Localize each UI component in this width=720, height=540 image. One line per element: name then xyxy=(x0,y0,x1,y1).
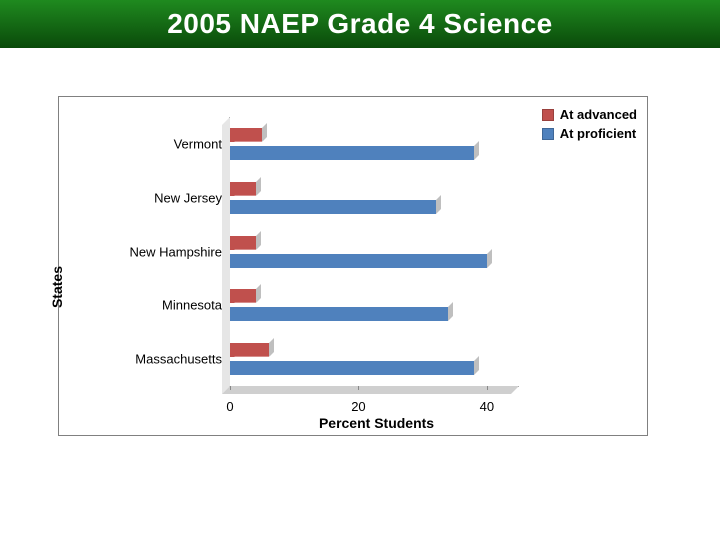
legend-item: At advanced xyxy=(542,107,637,122)
x-tick-label: 20 xyxy=(351,399,365,414)
plot-3d-floor xyxy=(222,386,519,394)
legend-swatch-icon xyxy=(542,128,554,140)
x-tick-mark xyxy=(230,386,231,390)
category-label: Massachusetts xyxy=(135,352,230,367)
bar xyxy=(230,361,474,375)
legend-label: At proficient xyxy=(560,126,637,141)
bar xyxy=(230,200,436,214)
bar xyxy=(230,254,487,268)
category-label: New Hampshire xyxy=(130,244,230,259)
category-label: Minnesota xyxy=(162,298,230,313)
plot-area: VermontNew JerseyNew HampshireMinnesotaM… xyxy=(229,117,519,387)
legend-swatch-icon xyxy=(542,109,554,121)
legend: At advanced At proficient xyxy=(542,107,637,145)
x-tick-mark xyxy=(487,386,488,390)
chart-container: States Percent Students At advanced At p… xyxy=(58,96,648,436)
x-axis-label: Percent Students xyxy=(319,415,434,431)
legend-item: At proficient xyxy=(542,126,637,141)
bar xyxy=(230,182,256,196)
y-axis-label: States xyxy=(49,266,65,308)
bar xyxy=(230,146,474,160)
bar xyxy=(230,128,262,142)
x-tick-mark xyxy=(358,386,359,390)
slide-title: 2005 NAEP Grade 4 Science xyxy=(167,8,553,40)
category-label: New Jersey xyxy=(154,190,230,205)
x-tick-label: 40 xyxy=(480,399,494,414)
bar xyxy=(230,236,256,250)
slide-header: 2005 NAEP Grade 4 Science xyxy=(0,0,720,48)
category-label: Vermont xyxy=(174,136,230,151)
x-tick-label: 0 xyxy=(226,399,233,414)
bar xyxy=(230,343,269,357)
bar xyxy=(230,307,448,321)
legend-label: At advanced xyxy=(560,107,637,122)
